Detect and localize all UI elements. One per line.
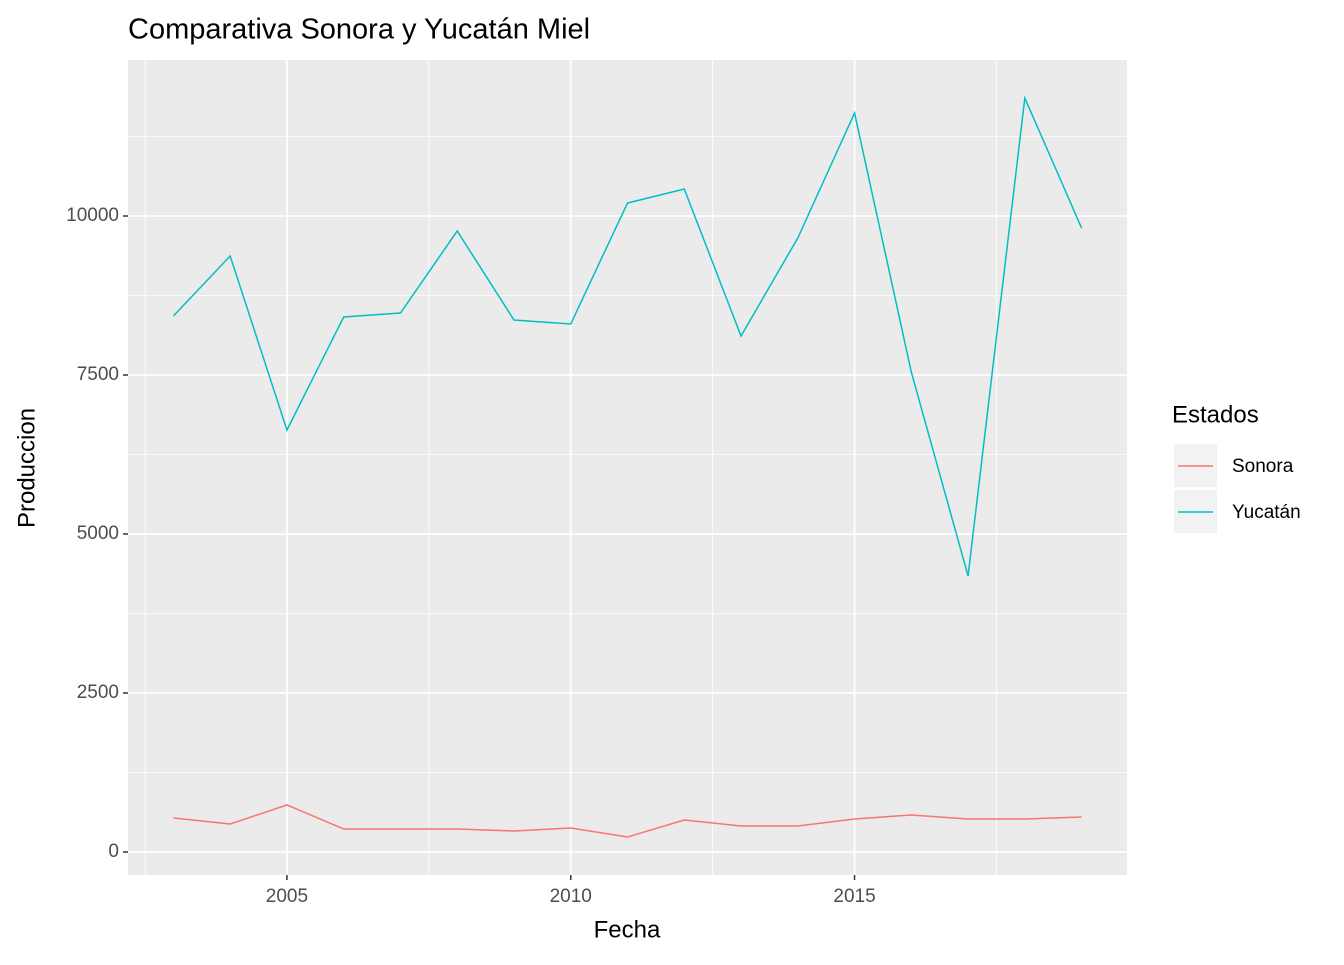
series-line [172, 95, 1083, 577]
legend-label: Sonora [1232, 456, 1294, 477]
x-tick-label: 2005 [266, 886, 308, 907]
legend-label: Yucatán [1232, 502, 1301, 523]
y-axis-title: Produccion [13, 408, 40, 528]
x-axis-title: Fecha [594, 916, 661, 943]
y-tick-label: 0 [108, 841, 119, 862]
y-tick-label: 7500 [77, 364, 119, 385]
x-tick-label: 2015 [833, 886, 875, 907]
y-tick-label: 5000 [77, 523, 119, 544]
legend: Estados Sonora Yucatán [1172, 401, 1301, 533]
legend-title: Estados [1172, 401, 1259, 428]
y-tick-label: 10000 [66, 205, 119, 226]
y-tick-label: 2500 [77, 682, 119, 703]
plot-panel [128, 60, 1127, 875]
grid: 2005 2010 2015 0 2500 5000 7500 10000 [66, 60, 1127, 907]
x-tick-label: 2010 [550, 886, 592, 907]
chart-title: Comparativa Sonora y Yucatán Miel [128, 14, 590, 46]
lines [172, 95, 1083, 838]
series-line [173, 804, 1082, 838]
